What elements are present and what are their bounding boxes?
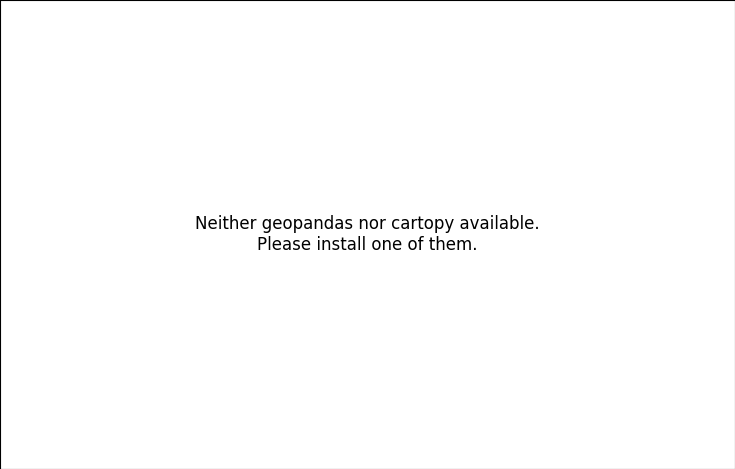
Text: Neither geopandas nor cartopy available.
Please install one of them.: Neither geopandas nor cartopy available.… bbox=[196, 215, 539, 254]
